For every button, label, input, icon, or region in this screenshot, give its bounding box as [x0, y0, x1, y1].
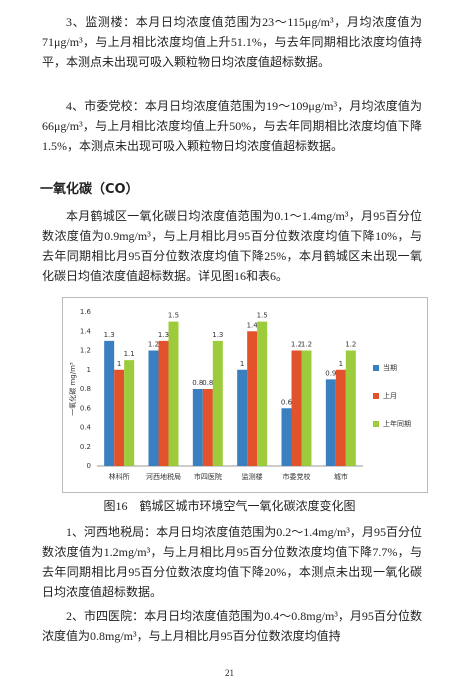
data-label: 1.2: [345, 341, 356, 349]
data-label: 1: [339, 360, 343, 368]
bar: [114, 369, 125, 466]
y-tick-label: 0.2: [80, 443, 91, 451]
bar: [345, 350, 356, 466]
data-label: 1.3: [212, 331, 223, 339]
paragraph: 4、市委党校：本月日均浓度值范围为19～109μg/m³，月均浓度值为66μg/…: [42, 99, 422, 153]
bar: [325, 379, 336, 466]
bar: [192, 389, 203, 466]
bar: [257, 321, 268, 466]
data-label: 0.9: [325, 369, 336, 377]
paragraph: 1、河西地税局：本月日均浓度值范围为0.2～1.4mg/m³，月95百分位数浓度…: [42, 525, 422, 599]
paragraph: 本月鹤城区一氧化碳日均浓度值范围为0.1～1.4mg/m³，月95百分位数浓度值…: [42, 209, 422, 283]
data-label: 0.8: [192, 379, 203, 387]
data-label: 0.8: [202, 379, 213, 387]
data-label: 0.6: [281, 398, 293, 406]
legend-swatch: [373, 365, 379, 371]
y-tick-label: 1: [87, 366, 91, 374]
paragraph: 3、监测楼：本月日均浓度值范围为23～115μg/m³，月均浓度值为71μg/m…: [42, 15, 422, 69]
bar: [104, 340, 115, 466]
y-tick-label: 1.4: [80, 327, 92, 335]
bar: [301, 350, 312, 466]
bar: [281, 408, 292, 466]
bar: [148, 350, 159, 466]
paragraph: 2、市四医院：本月日均浓度值范围为0.4～0.8mg/m³，月95百分位数浓度值…: [42, 609, 422, 643]
bar: [124, 360, 135, 466]
y-tick-label: 1.6: [80, 308, 92, 316]
chart-frame: 一氧化碳 mg/m³ 0 0.2 0.4 0.6 0.8 1 1.2 1.4 1.6 林科所 1.3 1…: [62, 297, 428, 493]
y-axis-label: 一氧化碳 mg/m³: [68, 362, 77, 416]
legend-label: 上月: [383, 391, 397, 400]
data-label: 1.5: [257, 312, 268, 320]
data-label: 1: [240, 360, 244, 368]
data-label: 1.5: [168, 312, 179, 320]
bar: [247, 331, 258, 466]
data-label: 1.3: [158, 331, 169, 339]
data-label: 1.3: [104, 331, 115, 339]
legend-swatch: [373, 393, 379, 399]
data-label: 1.2: [291, 341, 302, 349]
legend-label: 上年同期: [383, 419, 411, 428]
y-tick-label: 0: [87, 462, 91, 470]
legend-swatch: [373, 421, 379, 427]
data-label: 1.2: [148, 341, 159, 349]
chart-caption: 图16 鹤城区城市环境空气一氧化碳浓度变化图: [103, 499, 356, 513]
page-number: 21: [225, 668, 234, 678]
data-label: 1: [117, 360, 121, 368]
x-tick-label: 市委党校: [283, 472, 311, 481]
y-tick-label: 0.8: [80, 385, 91, 393]
bar: [212, 340, 223, 466]
bar: [291, 350, 302, 466]
bar: [335, 369, 346, 466]
y-tick-label: 0.6: [80, 404, 92, 412]
x-tick-label: 河西地税局: [146, 472, 181, 481]
x-tick-label: 市四医院: [194, 472, 222, 481]
x-tick-label: 监测楼: [242, 472, 263, 481]
y-tick-label: 0.4: [80, 424, 92, 432]
data-label: 1.2: [301, 341, 312, 349]
legend-label: 当期: [383, 363, 397, 372]
bar: [158, 340, 169, 466]
data-label: 1.4: [247, 321, 259, 329]
bar: [168, 321, 179, 466]
chart: 一氧化碳 mg/m³ 0 0.2 0.4 0.6 0.8 1 1.2 1.4 1.6 林科所 1.3 1…: [68, 308, 411, 481]
x-tick-label: 林科所: [109, 472, 130, 481]
heading: 一氧化碳（CO）: [40, 182, 139, 197]
bar: [237, 369, 248, 466]
data-label: 1.1: [124, 350, 135, 358]
x-tick-label: 城市: [334, 472, 348, 481]
y-tick-label: 1.2: [80, 347, 91, 355]
bar: [202, 389, 213, 466]
